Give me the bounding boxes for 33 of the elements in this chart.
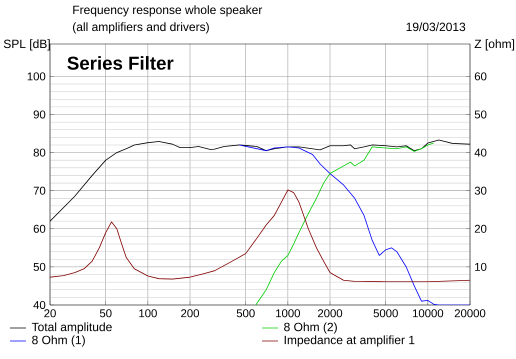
y-tick-label: 100: [28, 72, 46, 80]
legend-label: 8 Ohm (1): [32, 335, 85, 347]
y2-tick-label: 50: [474, 110, 486, 118]
y2-tick-label: 30: [474, 186, 486, 195]
legend-label: Total amplitude: [32, 322, 112, 334]
y-tick-label: 60: [34, 224, 46, 233]
y-axis-title: SPL [dB]: [4, 39, 50, 50]
x-tick-label: 20000: [454, 309, 486, 318]
x-tick-label: 500: [236, 309, 255, 318]
x-tick-label: 5000: [374, 309, 398, 318]
y2-axis-title: Z [ohm]: [474, 39, 514, 50]
y2-tick-label: 10: [475, 262, 486, 271]
x-tick-label: 50: [100, 309, 112, 318]
chart-subtitle: (all amplifiers and drivers): [73, 22, 209, 34]
y-tick-label: 50: [34, 262, 46, 271]
x-tick-label: 1000: [276, 309, 300, 318]
x-tick-label: 10000: [412, 309, 444, 318]
y2-tick-label: 20: [474, 224, 486, 233]
x-tick-label: 2000: [318, 309, 342, 318]
y-tick-label: 80: [34, 148, 46, 157]
y-tick-label: 70: [34, 186, 46, 195]
x-tick-label: 20: [44, 309, 56, 318]
annotation: Series Filter: [67, 56, 174, 70]
legend-label: 8 Ohm (2): [284, 322, 337, 334]
x-tick-label: 200: [181, 309, 200, 318]
y-tick-label: 90: [34, 110, 46, 118]
y2-tick-label: 40: [474, 148, 486, 157]
y2-tick-label: 60: [474, 72, 486, 80]
y-tick-label: 40: [33, 300, 46, 309]
text: 19/03/2013: [406, 22, 466, 32]
x-tick-label: 100: [139, 309, 157, 318]
chart-title: Frequency response whole speaker: [73, 5, 262, 16]
legend-label: Impedance at amplifier 1: [284, 335, 414, 347]
